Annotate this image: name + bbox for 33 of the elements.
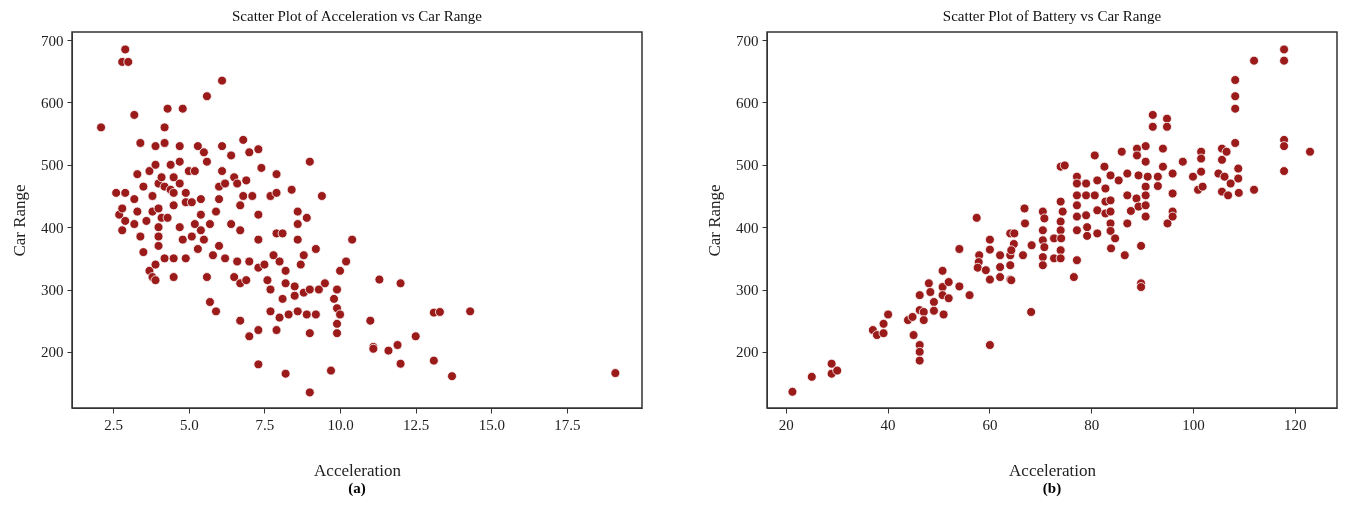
x-tick-label: 5.0 bbox=[179, 416, 199, 433]
y-tick-label: 600 bbox=[41, 94, 64, 111]
y-tick-label: 500 bbox=[736, 157, 759, 174]
y-tick-label: 400 bbox=[41, 219, 64, 236]
text: (b) bbox=[1041, 480, 1063, 497]
y-tick-label: 700 bbox=[41, 32, 64, 49]
y-tick-label: 600 bbox=[736, 94, 759, 111]
y-tick-label: 200 bbox=[41, 344, 64, 361]
x-tick-label: 12.5 bbox=[403, 416, 430, 433]
y-axis-title: Car Range bbox=[705, 184, 724, 257]
chart-title: Scatter Plot of Acceleration vs Car Range bbox=[232, 8, 483, 24]
chart-title: Scatter Plot of Battery vs Car Range bbox=[942, 8, 1162, 24]
y-tick-label: 700 bbox=[736, 32, 759, 49]
text: (a) bbox=[347, 480, 367, 497]
x-axis-title: Acceleration bbox=[314, 460, 402, 480]
y-tick-label: 500 bbox=[41, 157, 64, 174]
y-tick-label: 400 bbox=[736, 219, 759, 236]
x-tick-label: 60 bbox=[982, 416, 998, 433]
x-tick-label: 10.0 bbox=[327, 416, 354, 433]
x-tick-label: 80 bbox=[1084, 416, 1100, 433]
x-tick-label: 120 bbox=[1284, 416, 1307, 433]
y-axis-title: Car Range bbox=[10, 184, 29, 257]
x-tick-label: 100 bbox=[1182, 416, 1205, 433]
x-tick-label: 20 bbox=[778, 416, 794, 433]
x-tick-label: 17.5 bbox=[554, 416, 581, 433]
x-tick-label: 7.5 bbox=[255, 416, 275, 433]
x-tick-label: 40 bbox=[880, 416, 896, 433]
x-axis-title: Acceleration bbox=[1009, 460, 1097, 480]
y-tick-label: 200 bbox=[736, 344, 759, 361]
y-tick-label: 300 bbox=[41, 282, 64, 299]
x-tick-label: 15.0 bbox=[478, 416, 505, 433]
y-tick-label: 300 bbox=[736, 282, 759, 299]
x-tick-label: 2.5 bbox=[104, 416, 124, 433]
